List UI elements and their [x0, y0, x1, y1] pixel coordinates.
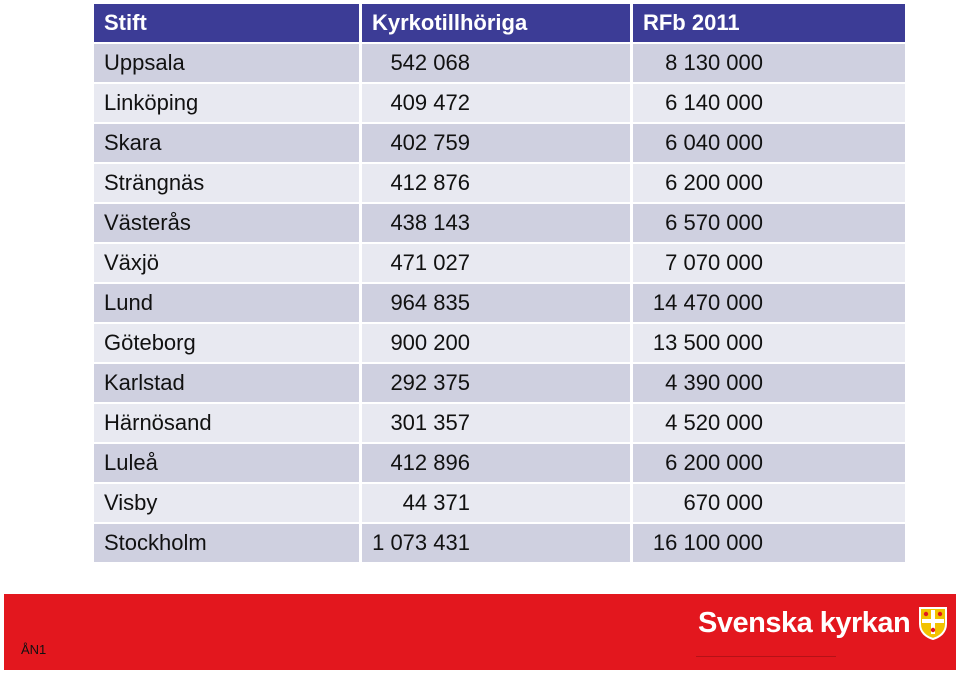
table-row: Uppsala 542 068 8 130 000 — [94, 44, 905, 84]
cell-kyrkotillhoriga: 542 068 — [361, 44, 633, 84]
table-row: Västerås 438 143 6 570 000 — [94, 204, 905, 244]
cell-kyrkotillhoriga: 964 835 — [361, 284, 633, 324]
cell-stift: Lund — [94, 284, 362, 324]
table-row: Strängnäs 412 876 6 200 000 — [94, 164, 905, 204]
header-kyrkotillhoriga: Kyrkotillhöriga — [361, 4, 633, 44]
brand-underline — [696, 656, 836, 657]
table-row: Luleå 412 896 6 200 000 — [94, 444, 905, 484]
table-row: Stockholm 1 073 431 16 100 000 — [94, 524, 905, 564]
table-row: Visby 44 371 670 000 — [94, 484, 905, 524]
cell-rfb: 7 070 000 — [632, 244, 905, 284]
cell-kyrkotillhoriga: 44 371 — [361, 484, 633, 524]
cell-stift: Skara — [94, 124, 362, 164]
cell-rfb: 670 000 — [632, 484, 905, 524]
cell-kyrkotillhoriga: 409 472 — [361, 84, 633, 124]
stift-table: Stift Kyrkotillhöriga RFb 2011 Uppsala 5… — [94, 4, 905, 564]
cell-kyrkotillhoriga: 412 876 — [361, 164, 633, 204]
cell-rfb: 6 200 000 — [632, 444, 905, 484]
crest-icon — [919, 607, 948, 640]
table-row: Skara 402 759 6 040 000 — [94, 124, 905, 164]
table-row: Linköping 409 472 6 140 000 — [94, 84, 905, 124]
cell-kyrkotillhoriga: 402 759 — [361, 124, 633, 164]
table-header-row: Stift Kyrkotillhöriga RFb 2011 — [94, 4, 905, 44]
cell-stift: Luleå — [94, 444, 362, 484]
cell-stift: Uppsala — [94, 44, 362, 84]
cell-stift: Härnösand — [94, 404, 362, 444]
table-row: Karlstad 292 375 4 390 000 — [94, 364, 905, 404]
cell-rfb: 16 100 000 — [632, 524, 905, 564]
cell-stift: Visby — [94, 484, 362, 524]
cell-rfb: 4 390 000 — [632, 364, 905, 404]
cell-kyrkotillhoriga: 900 200 — [361, 324, 633, 364]
cell-stift: Växjö — [94, 244, 362, 284]
cell-kyrkotillhoriga: 301 357 — [361, 404, 633, 444]
header-stift: Stift — [94, 4, 362, 44]
cell-stift: Västerås — [94, 204, 362, 244]
table-row: Växjö 471 027 7 070 000 — [94, 244, 905, 284]
cell-stift: Stockholm — [94, 524, 362, 564]
cell-stift: Karlstad — [94, 364, 362, 404]
cell-stift: Göteborg — [94, 324, 362, 364]
cell-kyrkotillhoriga: 412 896 — [361, 444, 633, 484]
cell-rfb: 6 200 000 — [632, 164, 905, 204]
cell-rfb: 8 130 000 — [632, 44, 905, 84]
table-row: Härnösand 301 357 4 520 000 — [94, 404, 905, 444]
brand-logo: Svenska kyrkan — [698, 606, 948, 640]
brand-name: Svenska kyrkan — [698, 606, 911, 639]
header-rfb-2011: RFb 2011 — [632, 4, 905, 44]
cell-rfb: 4 520 000 — [632, 404, 905, 444]
cell-stift: Linköping — [94, 84, 362, 124]
cell-kyrkotillhoriga: 1 073 431 — [361, 524, 633, 564]
cell-kyrkotillhoriga: 292 375 — [361, 364, 633, 404]
footer-code: ÅN1 — [21, 642, 47, 657]
cell-rfb: 6 140 000 — [632, 84, 905, 124]
table-row: Lund 964 835 14 470 000 — [94, 284, 905, 324]
cell-rfb: 14 470 000 — [632, 284, 905, 324]
cell-rfb: 13 500 000 — [632, 324, 905, 364]
cell-rfb: 6 040 000 — [632, 124, 905, 164]
cell-kyrkotillhoriga: 471 027 — [361, 244, 633, 284]
cell-rfb: 6 570 000 — [632, 204, 905, 244]
table-row: Göteborg 900 200 13 500 000 — [94, 324, 905, 364]
footer-bar: ÅN1 Svenska kyrkan — [4, 594, 956, 670]
cell-kyrkotillhoriga: 438 143 — [361, 204, 633, 244]
cell-stift: Strängnäs — [94, 164, 362, 204]
